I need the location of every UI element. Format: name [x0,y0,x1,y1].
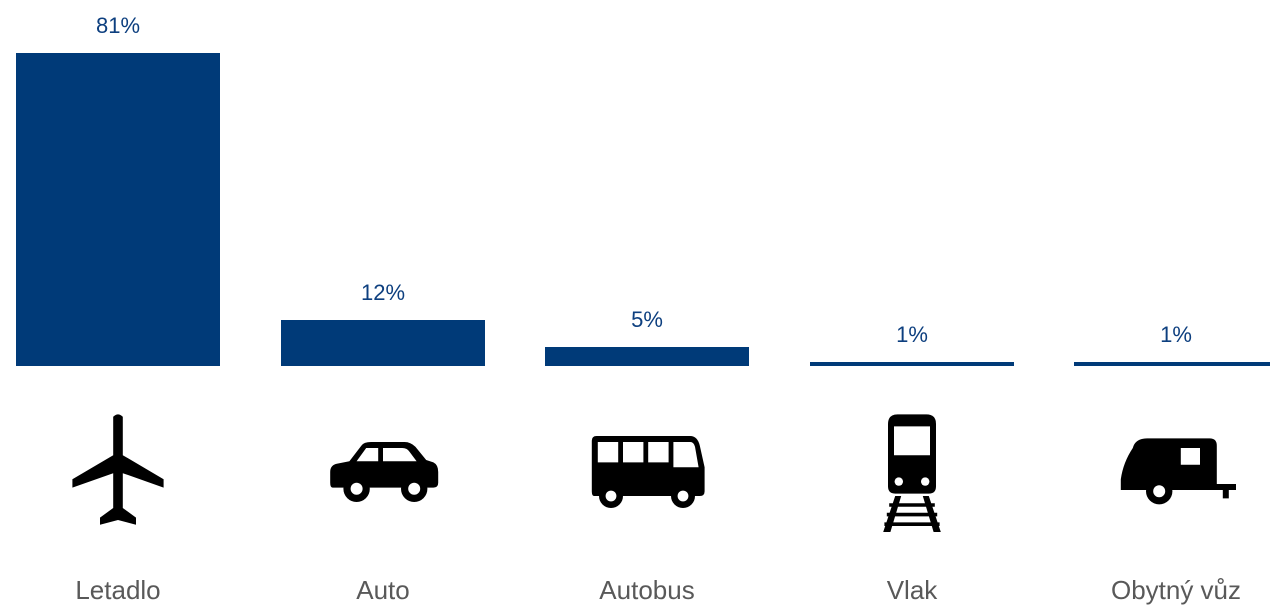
data-label: 5% [631,307,663,332]
caravan-icon [1116,412,1236,532]
bar-auto [281,320,485,366]
airplane-icon [58,412,178,532]
bar-letadlo [16,53,220,366]
train-icon [852,412,972,532]
category-label: Vlak [886,575,938,605]
data-label: 1% [896,322,928,347]
data-label: 12% [360,280,406,305]
category-label: Autobus [599,575,695,605]
data-label: 81% [95,13,141,38]
bar-vlak [810,362,1014,366]
data-label: 1% [1160,322,1192,347]
category-label: Letadlo [75,575,161,605]
bus-icon [587,412,707,532]
bar-autobus [545,347,749,366]
car-icon [323,412,443,532]
category-label: Obytný vůz [1110,575,1242,605]
bar-obytný-vůz [1074,362,1270,366]
category-label: Auto [356,575,410,605]
